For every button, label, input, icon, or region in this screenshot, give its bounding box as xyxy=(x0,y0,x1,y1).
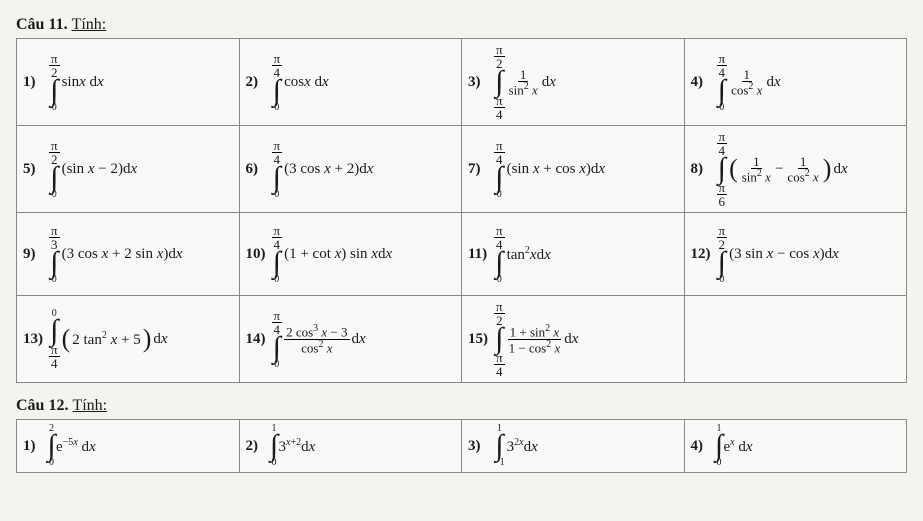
problem-number: 1) xyxy=(23,74,45,91)
integral-expr: π4∫π6 (1sin2 x − 1cos2 x)dx xyxy=(717,130,848,208)
integral-expr: π4∫0 (sin x + cos x)dx xyxy=(494,139,605,200)
problem-number: 3) xyxy=(468,438,490,455)
problem-cell: 10) π4∫0 (1 + cot x) sin xdx xyxy=(246,224,456,285)
problem-number: 11) xyxy=(468,246,490,263)
problem-cell: 14) π4∫0 2 cos3 x − 3cos2 xdx xyxy=(246,309,456,370)
table-cell: 8) π4∫π6 (1sin2 x − 1cos2 x)dx xyxy=(684,126,907,213)
table-cell: 15) π2∫π4 1 + sin2 x1 − cos2 xdx xyxy=(462,296,685,383)
problem-cell: 2) 1∫0 3x+2dx xyxy=(246,424,456,468)
integral-expr: π2∫π4 1sin2 xdx xyxy=(494,43,556,121)
integral-expr: π4∫0 tan2xdx xyxy=(494,224,551,285)
integral-expr: π4∫0 cosx dx xyxy=(272,52,329,113)
problem-number: 6) xyxy=(246,161,268,178)
table-cell: 1) π2∫0 sinx dx xyxy=(17,39,240,126)
q11-sub: Tính: xyxy=(72,16,107,33)
integral-expr: π2∫0 sinx dx xyxy=(49,52,104,113)
table-cell: 11) π4∫0 tan2xdx xyxy=(462,213,685,296)
integral-expr: π2∫0 (sin x − 2)dx xyxy=(49,139,137,200)
problem-number: 14) xyxy=(246,331,268,348)
table-cell: 9) π3∫0 (3 cos x + 2 sin x)dx xyxy=(17,213,240,296)
problem-cell: 8) π4∫π6 (1sin2 x − 1cos2 x)dx xyxy=(691,130,901,208)
problem-cell: 7) π4∫0 (sin x + cos x)dx xyxy=(468,139,678,200)
table-cell: 3) π2∫π4 1sin2 xdx xyxy=(462,39,685,126)
problem-cell: 4) 1∫0 ex dx xyxy=(691,424,901,468)
problem-number: 12) xyxy=(691,246,713,263)
integral-expr: 0∫π4 (2 tan2 x + 5)dx xyxy=(49,309,168,370)
integral-expr: 1∫0 ex dx xyxy=(717,424,753,468)
integral-expr: π4∫0 (1 + cot x) sin xdx xyxy=(272,224,393,285)
problem-cell: 3) 1∫−1 32xdx xyxy=(468,424,678,468)
problem-cell: 3) π2∫π4 1sin2 xdx xyxy=(468,43,678,121)
problem-cell: 2) π4∫0 cosx dx xyxy=(246,52,456,113)
integral-expr: π3∫0 (3 cos x + 2 sin x)dx xyxy=(49,224,183,285)
problem-number: 2) xyxy=(246,438,268,455)
problem-cell: 9) π3∫0 (3 cos x + 2 sin x)dx xyxy=(23,224,233,285)
problem-cell: 12) π2∫0 (3 sin x − cos x)dx xyxy=(691,224,901,285)
table-cell: 4) 1∫0 ex dx xyxy=(684,420,907,473)
problem-cell: 4) π4∫0 1cos2 xdx xyxy=(691,52,901,113)
table-cell: 14) π4∫0 2 cos3 x − 3cos2 xdx xyxy=(239,296,462,383)
problem-number: 10) xyxy=(246,246,268,263)
integral-expr: π4∫0 1cos2 xdx xyxy=(717,52,781,113)
table-cell xyxy=(684,296,907,383)
integral-expr: 2∫0 e−5x dx xyxy=(49,424,96,468)
problem-number: 13) xyxy=(23,331,45,348)
question-12-header: Câu 12. Tính: xyxy=(16,397,907,415)
problem-number: 1) xyxy=(23,438,45,455)
problem-number: 15) xyxy=(468,331,490,348)
problem-cell: 15) π2∫π4 1 + sin2 x1 − cos2 xdx xyxy=(468,300,678,378)
table-cell: 2) π4∫0 cosx dx xyxy=(239,39,462,126)
table-cell: 3) 1∫−1 32xdx xyxy=(462,420,685,473)
table-cell: 1) 2∫0 e−5x dx xyxy=(17,420,240,473)
problem-number: 9) xyxy=(23,246,45,263)
problem-cell: 13) 0∫π4 (2 tan2 x + 5)dx xyxy=(23,309,233,370)
problem-cell: 1) π2∫0 sinx dx xyxy=(23,52,233,113)
table-cell: 2) 1∫0 3x+2dx xyxy=(239,420,462,473)
problem-number: 4) xyxy=(691,74,713,91)
table-cell: 10) π4∫0 (1 + cot x) sin xdx xyxy=(239,213,462,296)
integral-expr: π4∫0 2 cos3 x − 3cos2 xdx xyxy=(272,309,366,370)
problem-cell: 6) π4∫0 (3 cos x + 2)dx xyxy=(246,139,456,200)
q11-num: Câu 11. xyxy=(16,16,68,33)
integral-expr: 1∫−1 32xdx xyxy=(494,424,538,468)
problem-number: 5) xyxy=(23,161,45,178)
integral-expr: π2∫π4 1 + sin2 x1 − cos2 xdx xyxy=(494,300,578,378)
problem-cell: 5) π2∫0 (sin x − 2)dx xyxy=(23,139,233,200)
table-cell: 13) 0∫π4 (2 tan2 x + 5)dx xyxy=(17,296,240,383)
question-11-header: Câu 11. Tính: xyxy=(16,16,907,34)
table-cell: 7) π4∫0 (sin x + cos x)dx xyxy=(462,126,685,213)
table-cell: 12) π2∫0 (3 sin x − cos x)dx xyxy=(684,213,907,296)
problem-number: 2) xyxy=(246,74,268,91)
table-cell: 6) π4∫0 (3 cos x + 2)dx xyxy=(239,126,462,213)
problem-number: 7) xyxy=(468,161,490,178)
q12-table: 1) 2∫0 e−5x dx 2) 1∫0 3x+2dx 3) 1∫−1 32x… xyxy=(16,419,907,473)
problem-cell: 11) π4∫0 tan2xdx xyxy=(468,224,678,285)
problem-number: 4) xyxy=(691,438,713,455)
integral-expr: 1∫0 3x+2dx xyxy=(272,424,316,468)
q11-table: 1) π2∫0 sinx dx 2) π4∫0 cosx dx 3) π2∫π4… xyxy=(16,38,907,383)
integral-expr: π2∫0 (3 sin x − cos x)dx xyxy=(717,224,839,285)
table-cell: 4) π4∫0 1cos2 xdx xyxy=(684,39,907,126)
q12-num: Câu 12. xyxy=(16,397,68,414)
table-cell: 5) π2∫0 (sin x − 2)dx xyxy=(17,126,240,213)
problem-number: 3) xyxy=(468,74,490,91)
problem-number: 8) xyxy=(691,161,713,178)
integral-expr: π4∫0 (3 cos x + 2)dx xyxy=(272,139,374,200)
q12-sub: Tính: xyxy=(72,397,107,414)
problem-cell: 1) 2∫0 e−5x dx xyxy=(23,424,233,468)
